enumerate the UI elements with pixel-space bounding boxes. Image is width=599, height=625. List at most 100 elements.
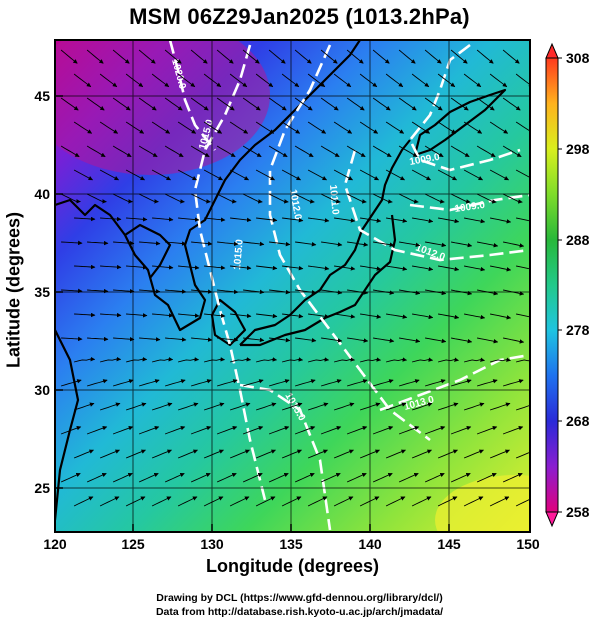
- streamline-arrow: [255, 121, 275, 134]
- x-tick-label: 140: [358, 536, 382, 552]
- streamline-arrow: [476, 145, 496, 158]
- streamline-arrow: [112, 145, 132, 158]
- streamline-arrow: [502, 426, 524, 435]
- streamline-arrow: [191, 241, 213, 246]
- streamline-arrow: [307, 402, 329, 411]
- credit-drawing: Drawing by DCL (https://www.gfd-dennou.o…: [156, 592, 443, 604]
- streamline-arrow: [346, 145, 366, 158]
- streamline-arrow: [346, 97, 365, 111]
- streamline-arrow: [86, 145, 106, 158]
- streamline-arrow: [60, 426, 82, 435]
- streamline-arrow: [346, 193, 367, 204]
- streamline-arrow: [268, 49, 286, 64]
- streamline-arrow: [515, 404, 530, 411]
- streamline-arrow: [152, 313, 174, 318]
- streamline-arrow: [463, 121, 483, 134]
- streamline-arrow: [502, 97, 521, 111]
- streamline-arrow: [138, 193, 159, 204]
- streamline-arrow: [138, 426, 160, 435]
- streamline-arrow: [99, 496, 120, 507]
- streamline-arrow: [126, 265, 148, 270]
- streamline-arrow: [74, 264, 96, 270]
- streamline-arrow: [320, 145, 340, 158]
- streamline-arrow: [86, 97, 105, 111]
- streamline-arrow: [125, 121, 145, 134]
- streamline-arrow: [503, 241, 525, 248]
- streamline-arrow: [385, 357, 408, 363]
- streamline-arrow: [73, 73, 92, 88]
- streamline-arrow: [281, 73, 300, 88]
- streamline-arrow: [204, 217, 226, 222]
- streamline-arrow: [216, 145, 236, 158]
- streamline-arrow: [112, 193, 133, 204]
- streamline-arrow: [476, 97, 495, 111]
- streamline-arrow: [191, 337, 213, 342]
- streamline-arrow: [73, 496, 94, 507]
- streamline-arrow: [217, 337, 239, 343]
- streamline-arrow: [398, 426, 420, 435]
- streamline-arrow: [152, 217, 174, 222]
- streamline-arrow: [411, 169, 432, 181]
- isobar-label: 1009.0: [454, 200, 486, 215]
- streamline-arrow: [346, 426, 368, 435]
- streamline-arrow: [165, 241, 187, 246]
- streamline-arrow: [177, 496, 198, 507]
- streamline-arrow: [203, 357, 226, 363]
- streamline-arrow: [451, 337, 473, 344]
- streamline-arrow: [229, 357, 252, 363]
- streamline-arrow: [269, 337, 291, 343]
- streamline-arrow: [437, 169, 458, 181]
- colorbar-tick-label: 278: [566, 322, 590, 338]
- streamline-arrow: [347, 337, 369, 343]
- streamline-arrow: [294, 472, 315, 483]
- streamline-arrow: [125, 356, 148, 363]
- streamline-arrow: [450, 472, 471, 483]
- streamline-arrow: [385, 73, 404, 88]
- colorbar-tick-label: 308: [566, 50, 590, 66]
- streamline-arrow: [333, 169, 354, 181]
- streamline-arrow: [476, 379, 498, 387]
- streamline-arrow: [242, 97, 261, 111]
- streamline-arrow: [346, 379, 368, 387]
- streamline-arrow: [372, 49, 390, 64]
- streamline-arrow: [164, 426, 186, 435]
- streamline-arrow: [125, 496, 146, 507]
- colorbar-top-triangle: [545, 42, 559, 59]
- streamline-arrow: [464, 313, 486, 320]
- streamline-arrow: [398, 472, 419, 483]
- x-tick-label: 130: [200, 536, 224, 552]
- streamline-arrow: [282, 265, 304, 271]
- streamline-arrow: [386, 265, 408, 271]
- streamline-arrow: [411, 121, 431, 134]
- streamline-arrow: [216, 379, 238, 387]
- streamline-arrow: [307, 496, 328, 507]
- streamline-arrow: [113, 240, 135, 246]
- streamline-arrow: [256, 217, 278, 223]
- streamline-arrow: [190, 49, 208, 64]
- streamline-arrow: [515, 359, 530, 363]
- y-tick-labels: 45 40 35 30 25: [34, 88, 50, 496]
- streamline-arrow: [424, 97, 443, 111]
- streamline-arrow: [503, 337, 525, 344]
- streamline-arrow: [308, 265, 330, 271]
- streamline-arrow: [333, 402, 355, 411]
- streamline-arrow: [229, 169, 250, 181]
- streamline-arrow: [60, 379, 82, 387]
- streamline-arrow: [411, 496, 432, 507]
- streamline-arrow: [385, 449, 406, 459]
- streamline-arrow: [308, 217, 330, 223]
- streamline-arrow: [450, 379, 472, 387]
- streamline-arrow: [411, 402, 433, 411]
- streamline-arrow: [451, 241, 473, 248]
- streamline-arrow: [450, 97, 469, 111]
- streamline-arrow: [321, 337, 343, 343]
- streamline-arrow: [320, 379, 342, 387]
- streamline-arrow: [281, 402, 303, 411]
- streamline-arrow: [437, 73, 456, 88]
- streamline-arrow: [463, 496, 484, 507]
- streamline-arrow: [243, 337, 265, 343]
- streamline-arrow: [164, 145, 184, 158]
- streamline-arrow: [424, 49, 442, 64]
- streamline-arrow: [125, 402, 147, 411]
